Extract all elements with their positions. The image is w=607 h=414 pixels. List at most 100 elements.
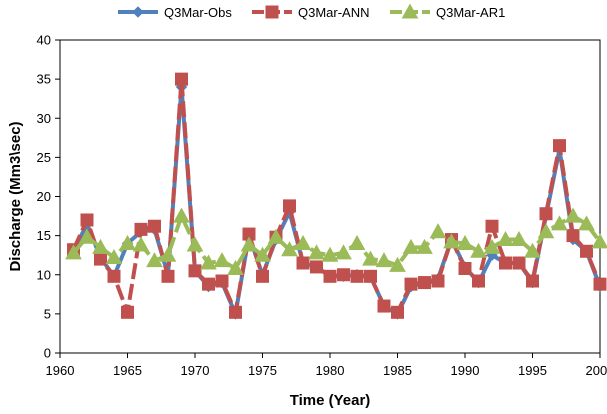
data-point-q3mar-ar1 (443, 233, 460, 249)
legend-label: Q3Mar-Obs (164, 5, 232, 20)
series-q3mar-ar1 (65, 207, 607, 275)
data-point-q3mar-ar1 (267, 228, 285, 244)
data-point-q3mar-ar1 (92, 238, 109, 254)
data-point-q3mar-ar1 (200, 254, 217, 270)
legend-swatch-marker (401, 3, 419, 19)
legend: Q3Mar-Obs Q3Mar-ANN Q3Mar-AR1 (118, 3, 505, 20)
data-point-q3mar-ar1 (65, 244, 82, 260)
x-tick-label: 1965 (113, 363, 142, 378)
data-point-q3mar-ann (526, 274, 539, 288)
data-point-q3mar-ann (350, 269, 364, 283)
data-point-q3mar-ar1 (537, 223, 555, 239)
data-point-q3mar-ar1 (105, 249, 123, 265)
data-point-q3mar-ar1 (483, 238, 501, 254)
data-point-q3mar-ar1 (308, 244, 325, 260)
data-point-q3mar-ann (364, 269, 377, 283)
data-point-q3mar-ann (80, 213, 94, 227)
data-point-q3mar-ar1 (146, 252, 163, 268)
series-q3mar-ann (67, 72, 607, 319)
data-point-q3mar-ann (296, 256, 310, 270)
data-point-q3mar-ar1 (456, 234, 474, 250)
data-point-q3mar-ann (418, 276, 431, 290)
x-tick-label: 1995 (518, 363, 547, 378)
y-tick-label: 40 (37, 33, 51, 48)
data-point-q3mar-ann (310, 260, 323, 274)
data-point-q3mar-ar1 (159, 246, 177, 262)
data-point-q3mar-ann (121, 305, 134, 319)
data-point-q3mar-ar1 (119, 234, 136, 250)
data-point-q3mar-ar1 (227, 259, 244, 275)
y-tick-label: 25 (37, 150, 51, 165)
data-point-q3mar-ann (566, 229, 580, 243)
data-point-q3mar-ar1 (389, 256, 406, 272)
series-layer (65, 72, 607, 320)
data-point-q3mar-ann (553, 139, 566, 153)
data-point-q3mar-ann (175, 72, 188, 86)
data-point-q3mar-ar1 (375, 252, 393, 268)
series-line-q3mar-ann (71, 77, 602, 315)
data-point-q3mar-ann (107, 269, 121, 283)
legend-item-q3mar-obs: Q3Mar-Obs (118, 5, 232, 20)
data-point-q3mar-ann (539, 207, 553, 221)
data-point-q3mar-ann (256, 269, 269, 283)
data-point-q3mar-ar1 (281, 241, 298, 257)
y-tick-label: 30 (37, 111, 51, 126)
data-point-q3mar-ann (134, 222, 148, 236)
data-point-q3mar-ar1 (186, 236, 204, 252)
data-point-q3mar-ar1 (240, 236, 258, 252)
data-point-q3mar-ann (229, 305, 242, 319)
data-point-q3mar-ar1 (524, 242, 541, 258)
data-point-q3mar-ann (337, 268, 350, 282)
data-point-q3mar-ar1 (470, 242, 487, 258)
x-tick-label: 1990 (451, 363, 480, 378)
data-point-q3mar-ann (323, 269, 337, 283)
data-point-q3mar-ann (391, 305, 404, 319)
data-point-q3mar-ann (593, 277, 607, 291)
data-point-q3mar-ar1 (78, 228, 96, 244)
plot-frame (59, 39, 601, 354)
data-point-q3mar-ann (283, 199, 296, 213)
data-point-q3mar-ann (512, 256, 526, 270)
data-point-q3mar-ar1 (510, 231, 528, 247)
data-point-q3mar-ar1 (429, 223, 447, 239)
data-point-q3mar-ar1 (362, 250, 379, 266)
data-point-q3mar-ar1 (578, 215, 595, 231)
data-point-q3mar-ann (580, 244, 593, 258)
data-point-q3mar-ar1 (564, 207, 582, 223)
data-point-q3mar-ann (148, 219, 161, 233)
data-point-q3mar-ann (215, 274, 229, 288)
x-tick-label: 1970 (181, 363, 210, 378)
data-point-q3mar-ann (188, 264, 202, 278)
legend-label: Q3Mar-AR1 (436, 5, 505, 20)
plot-area (59, 39, 601, 354)
series-line-q3mar-ar1 (71, 214, 602, 271)
y-tick-label: 0 (44, 346, 51, 361)
y-axis-title: Discharge (Mm3\sec) (7, 121, 24, 271)
data-point-q3mar-ar1 (335, 244, 352, 260)
x-tick-label: 1960 (46, 363, 75, 378)
legend-label: Q3Mar-ANN (298, 5, 370, 20)
data-point-q3mar-ann (161, 269, 175, 283)
data-point-q3mar-ann (94, 252, 107, 266)
y-tick-label: 35 (37, 72, 51, 87)
data-point-q3mar-ann (485, 219, 499, 233)
legend-swatch-marker (132, 6, 144, 18)
data-point-q3mar-ar1 (402, 238, 420, 254)
data-point-q3mar-ann (499, 256, 512, 270)
legend-item-q3mar-ann: Q3Mar-ANN (252, 5, 370, 20)
data-point-q3mar-ar1 (591, 233, 607, 249)
data-point-q3mar-ann (377, 299, 391, 313)
data-point-q3mar-ar1 (213, 252, 231, 268)
data-point-q3mar-ar1 (348, 234, 366, 250)
x-axis-title: Time (Year) (290, 392, 371, 409)
y-tick-label: 20 (37, 189, 51, 204)
data-point-q3mar-ann (472, 274, 485, 288)
y-tick-label: 15 (37, 228, 51, 243)
legend-swatch-marker (265, 5, 279, 19)
data-point-q3mar-ann (431, 274, 445, 288)
data-point-q3mar-ar1 (173, 207, 190, 223)
x-tick-label: 1975 (248, 363, 277, 378)
y-tick-label: 5 (44, 306, 51, 321)
